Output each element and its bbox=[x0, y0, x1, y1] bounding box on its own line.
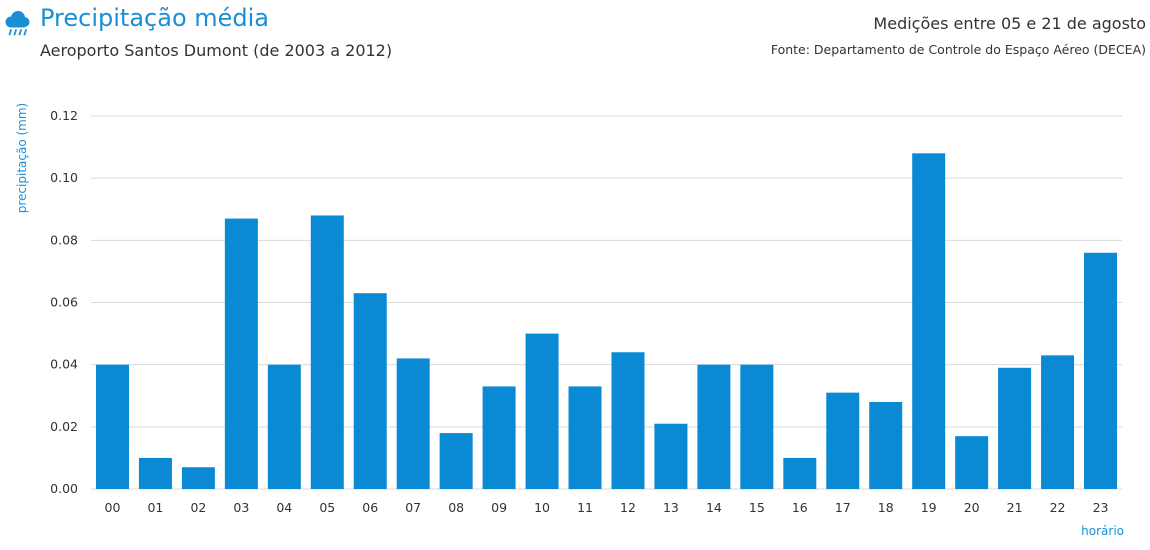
bar bbox=[525, 333, 559, 489]
bar bbox=[396, 358, 430, 489]
bar bbox=[955, 436, 989, 489]
bar bbox=[697, 364, 731, 489]
bar bbox=[826, 392, 860, 489]
y-tick-label: 0.00 bbox=[50, 481, 78, 496]
x-tick-label: 12 bbox=[620, 500, 636, 515]
x-tick-label: 17 bbox=[835, 500, 851, 515]
bar bbox=[1084, 252, 1118, 489]
bar bbox=[138, 457, 172, 489]
x-tick-label: 23 bbox=[1093, 500, 1109, 515]
bar bbox=[439, 433, 473, 489]
x-tick-label: 01 bbox=[147, 500, 163, 515]
bar bbox=[1041, 355, 1075, 489]
x-tick-label: 06 bbox=[362, 500, 378, 515]
chart-subtitle: Aeroporto Santos Dumont (de 2003 a 2012) bbox=[40, 41, 393, 60]
x-axis-label: horário bbox=[1081, 524, 1124, 538]
rain-drop bbox=[8, 29, 12, 36]
bar bbox=[224, 218, 258, 489]
x-tick-label: 19 bbox=[921, 500, 937, 515]
rain-cloud-icon bbox=[5, 11, 30, 36]
x-tick-label: 21 bbox=[1007, 500, 1023, 515]
y-tick-label: 0.04 bbox=[50, 357, 78, 372]
y-tick-label: 0.06 bbox=[50, 295, 78, 310]
x-tick-label: 07 bbox=[405, 500, 421, 515]
x-tick-label: 00 bbox=[105, 500, 121, 515]
x-tick-label: 08 bbox=[448, 500, 464, 515]
rain-drop bbox=[23, 29, 27, 36]
x-tick-label: 20 bbox=[964, 500, 980, 515]
x-tick-label: 13 bbox=[663, 500, 679, 515]
bar bbox=[869, 401, 903, 489]
bar bbox=[740, 364, 774, 489]
y-tick-label: 0.12 bbox=[50, 108, 78, 123]
bar bbox=[181, 467, 215, 489]
rain-drop bbox=[13, 29, 17, 36]
x-tick-label: 14 bbox=[706, 500, 722, 515]
bar bbox=[998, 367, 1032, 489]
bar bbox=[611, 352, 645, 489]
y-tick-label: 0.02 bbox=[50, 419, 78, 434]
y-tick-label: 0.08 bbox=[50, 232, 78, 247]
x-tick-label: 15 bbox=[749, 500, 765, 515]
x-tick-label: 11 bbox=[577, 500, 593, 515]
bar bbox=[783, 457, 817, 489]
x-tick-label: 18 bbox=[878, 500, 894, 515]
bar bbox=[482, 386, 516, 489]
bar bbox=[267, 364, 301, 489]
bar bbox=[568, 386, 602, 489]
chart-title: Precipitação média bbox=[40, 4, 270, 32]
bar bbox=[310, 215, 344, 489]
x-tick-label: 05 bbox=[319, 500, 335, 515]
bar bbox=[654, 423, 688, 489]
x-tick-label: 04 bbox=[276, 500, 292, 515]
x-tick-label: 16 bbox=[792, 500, 808, 515]
x-tick-label: 10 bbox=[534, 500, 550, 515]
bar bbox=[95, 364, 129, 489]
bar bbox=[353, 293, 387, 489]
data-source: Fonte: Departamento de Controle do Espaç… bbox=[770, 42, 1146, 57]
x-tick-label: 22 bbox=[1050, 500, 1066, 515]
measurement-period: Medições entre 05 e 21 de agosto bbox=[873, 14, 1146, 33]
bar bbox=[912, 153, 946, 490]
x-tick-label: 09 bbox=[491, 500, 507, 515]
x-tick-label: 03 bbox=[233, 500, 249, 515]
x-tick-label: 02 bbox=[190, 500, 206, 515]
y-tick-label: 0.10 bbox=[50, 170, 78, 185]
rain-drop bbox=[18, 29, 22, 36]
cloud-base bbox=[11, 20, 25, 28]
